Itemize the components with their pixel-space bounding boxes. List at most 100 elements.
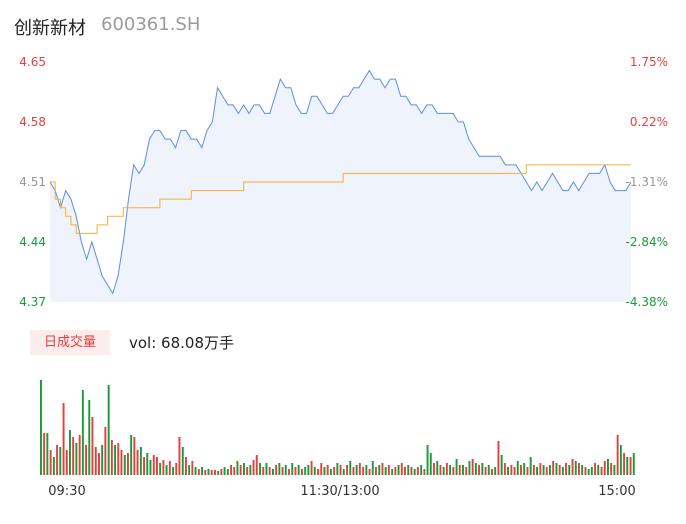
volume-bar (165, 465, 168, 475)
volume-bar (46, 433, 49, 475)
volume-bar (307, 465, 310, 475)
volume-bar (600, 467, 603, 475)
volume-bar (275, 465, 278, 475)
volume-bar (416, 467, 419, 475)
volume-bar (581, 465, 584, 475)
volume-bar (278, 463, 281, 475)
volume-bar (590, 467, 593, 475)
volume-bar (162, 460, 165, 475)
y-tick-right: 1.75% (630, 55, 668, 69)
volume-tag[interactable]: 日成交量 (30, 330, 110, 355)
volume-bar (571, 459, 574, 475)
volume-bar (368, 469, 371, 475)
volume-bar (381, 463, 384, 475)
volume-bar (613, 465, 616, 475)
volume-bar (336, 463, 339, 475)
volume-bar (304, 467, 307, 475)
volume-bar (342, 469, 345, 475)
volume-bar (114, 445, 117, 475)
volume-bar (101, 445, 104, 475)
volume-bar (214, 470, 216, 475)
volume-bar (352, 467, 355, 475)
volume-bar (619, 445, 622, 475)
volume-bar (552, 461, 555, 475)
volume-bar (59, 447, 62, 475)
stock-name: 创新新材 (14, 18, 86, 39)
y-tick-right: -2.84% (626, 235, 668, 249)
volume-bar (78, 435, 81, 475)
volume-bar (346, 465, 349, 475)
volume-bar (197, 469, 200, 475)
y-tick-left: 4.65 (19, 55, 46, 69)
volume-bar (558, 465, 561, 475)
volume-bar (516, 461, 519, 475)
volume-bar (442, 467, 445, 475)
volume-bar (420, 465, 423, 475)
volume-bar (378, 465, 381, 475)
volume-bar (217, 471, 220, 475)
x-tick-label: 11:30/13:00 (300, 484, 379, 499)
volume-bar (313, 467, 316, 475)
volume-bar (139, 447, 142, 475)
volume-bar (616, 435, 619, 475)
volume-bar (172, 467, 175, 475)
volume-bar (391, 469, 394, 475)
volume-bar (85, 445, 88, 475)
volume-bar (429, 453, 432, 475)
volume-bar (320, 463, 323, 475)
volume-bar (291, 463, 294, 475)
volume-bar (236, 461, 239, 475)
volume-bar (561, 467, 564, 475)
volume-bar (233, 467, 236, 475)
volume-bar (339, 465, 342, 475)
volume-bar (301, 469, 303, 475)
volume-bar (127, 453, 129, 475)
volume-bar (201, 467, 204, 475)
volume-bar (462, 465, 464, 475)
volume-bar (465, 467, 468, 475)
volume-bar (110, 440, 113, 475)
volume-bar (349, 461, 352, 475)
volume-bar (365, 465, 368, 475)
volume-bar (545, 467, 548, 475)
volume-bar (497, 441, 500, 475)
average-price-line (50, 164, 631, 234)
volume-bar (513, 467, 516, 475)
volume-bar (143, 457, 146, 475)
volume-bar (471, 459, 474, 475)
volume-bar (62, 403, 65, 475)
volume-bar (507, 467, 510, 475)
volume-bar (578, 463, 580, 475)
volume-bar (491, 469, 493, 475)
volume-bar (91, 417, 94, 475)
volume-bar (439, 465, 442, 475)
volume-bar (52, 457, 55, 475)
price-line (49, 69, 632, 295)
volume-bar (243, 463, 245, 475)
volume-bar (284, 465, 287, 475)
volume-bar (146, 453, 149, 475)
volume-bar (249, 465, 252, 475)
volume-bar (623, 453, 626, 475)
volume-bar (226, 469, 229, 475)
volume-bar (230, 465, 233, 475)
volume-bar (397, 465, 400, 475)
volume-bar (503, 463, 506, 475)
volume-bar (478, 465, 481, 475)
volume-bar (88, 400, 91, 475)
volume-bar (317, 469, 320, 475)
y-tick-left: 4.37 (19, 295, 46, 309)
volume-bar (468, 461, 471, 475)
volume-bar (484, 467, 487, 475)
volume-bar (185, 457, 187, 475)
volume-bar (371, 461, 374, 475)
volume-bar (555, 463, 558, 475)
volume-bar (529, 457, 532, 475)
volume-bar (539, 463, 542, 475)
volume-bar (410, 467, 413, 475)
volume-bar (413, 469, 416, 475)
y-tick-right: -4.38% (626, 295, 668, 309)
volume-bar (72, 437, 75, 475)
volume-bar (400, 463, 403, 475)
volume-bar (568, 465, 571, 475)
